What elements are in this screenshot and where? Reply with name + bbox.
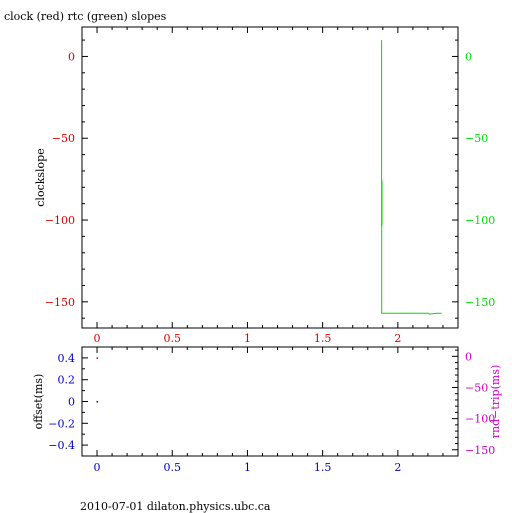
- y-axis-label-offset: offset(ms): [32, 374, 45, 430]
- y-axis-label: clockslope: [34, 148, 47, 206]
- y-tick-label-left: −50: [52, 132, 75, 145]
- x-tick-label-top: 0.5: [163, 332, 181, 345]
- x-tick-label-top: 2: [394, 332, 401, 345]
- y-tick-label-left-bottom: −0.4: [48, 439, 75, 452]
- plot-frame-bottom: [81, 346, 459, 457]
- x-tick-label-top: 1: [244, 332, 251, 345]
- y-tick-label-right: 0: [465, 50, 472, 63]
- y-tick-label-right-bottom: −100: [465, 413, 495, 426]
- y-tick-label-right: −50: [465, 132, 488, 145]
- y-axis-label-rndtrip: rnd−trip(ms): [489, 365, 502, 439]
- y-tick-label-left-bottom: 0.2: [58, 374, 76, 387]
- plot-frame-top: [81, 26, 459, 329]
- data-point: [96, 357, 99, 359]
- x-tick-label-top: 0: [94, 332, 101, 345]
- y-tick-label-left-bottom: 0: [68, 396, 75, 409]
- y-tick-label-right: −150: [465, 296, 495, 309]
- footer-caption: 2010-07-01 dilaton.physics.ubc.ca: [80, 500, 271, 513]
- x-tick-label-bottom: 0.5: [163, 461, 181, 474]
- series-line-rtc: [381, 40, 442, 315]
- x-tick-label-bottom: 2: [394, 461, 401, 474]
- y-tick-label-left: −100: [45, 214, 75, 227]
- y-tick-label-left-bottom: 0.4: [58, 352, 76, 365]
- x-tick-label-bottom: 1: [244, 461, 251, 474]
- y-tick-label-right-bottom: −50: [465, 381, 488, 394]
- chart-title: clock (red) rtc (green) slopes: [4, 10, 167, 23]
- y-tick-label-right: −100: [465, 214, 495, 227]
- y-tick-label-left: −150: [45, 296, 75, 309]
- x-tick-label-top: 1.5: [314, 332, 332, 345]
- y-tick-label-right-bottom: 0: [465, 350, 472, 363]
- y-tick-label-right-bottom: −150: [465, 444, 495, 457]
- y-tick-label-left-bottom: −0.2: [48, 417, 75, 430]
- x-tick-label-bottom: 0: [94, 461, 101, 474]
- data-point: [96, 401, 99, 403]
- y-tick-label-left: 0: [68, 50, 75, 63]
- x-tick-label-bottom: 1.5: [314, 461, 332, 474]
